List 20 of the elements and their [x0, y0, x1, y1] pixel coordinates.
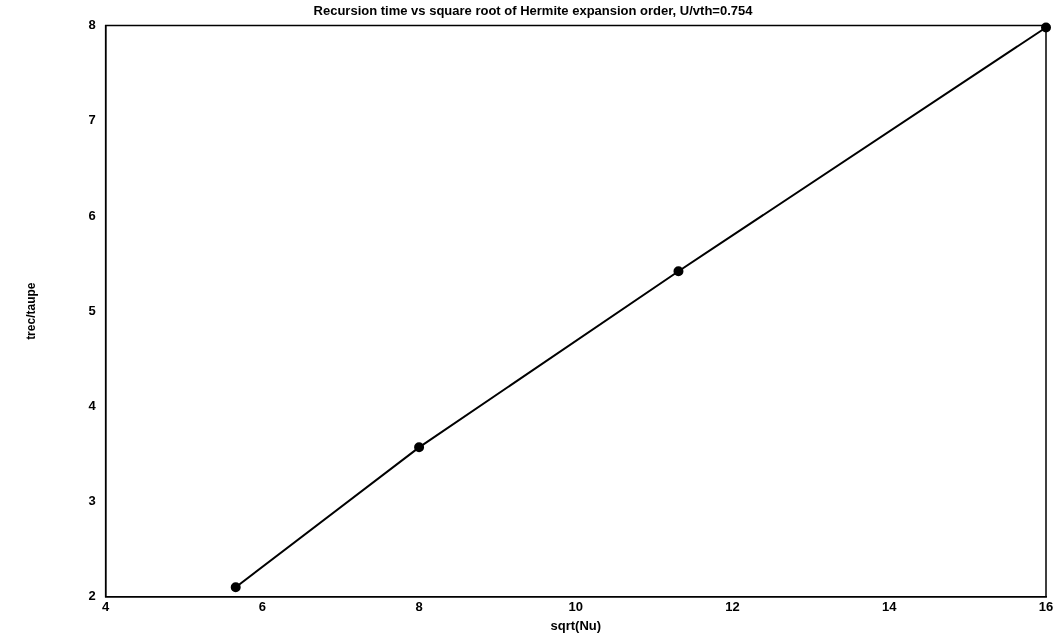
- x-tick-label: 10: [568, 599, 584, 615]
- y-tick-label: 3: [88, 493, 96, 509]
- x-tick-label: 4: [102, 599, 111, 615]
- x-tick-label: 8: [415, 599, 423, 615]
- y-tick-label: 6: [88, 207, 96, 223]
- y-axis-title: trec/taupe: [23, 282, 38, 340]
- chart-title: Recursion time vs square root of Hermite expansion order, U/vth=0.754: [313, 3, 754, 19]
- y-tick-label: 4: [88, 397, 97, 413]
- x-tick-label: 16: [1038, 599, 1054, 615]
- y-tick-label: 2: [88, 588, 96, 604]
- y-tick-label: 8: [88, 17, 96, 33]
- x-tick-label: 6: [258, 599, 266, 615]
- x-axis-title: sqrt(Nu): [550, 617, 602, 633]
- y-tick-label: 5: [88, 302, 96, 318]
- y-tick-label: 7: [88, 112, 96, 128]
- x-tick-label: 12: [725, 599, 740, 615]
- x-tick-label: 14: [882, 599, 898, 615]
- point: [673, 266, 684, 277]
- point: [230, 582, 241, 593]
- point: [414, 442, 425, 453]
